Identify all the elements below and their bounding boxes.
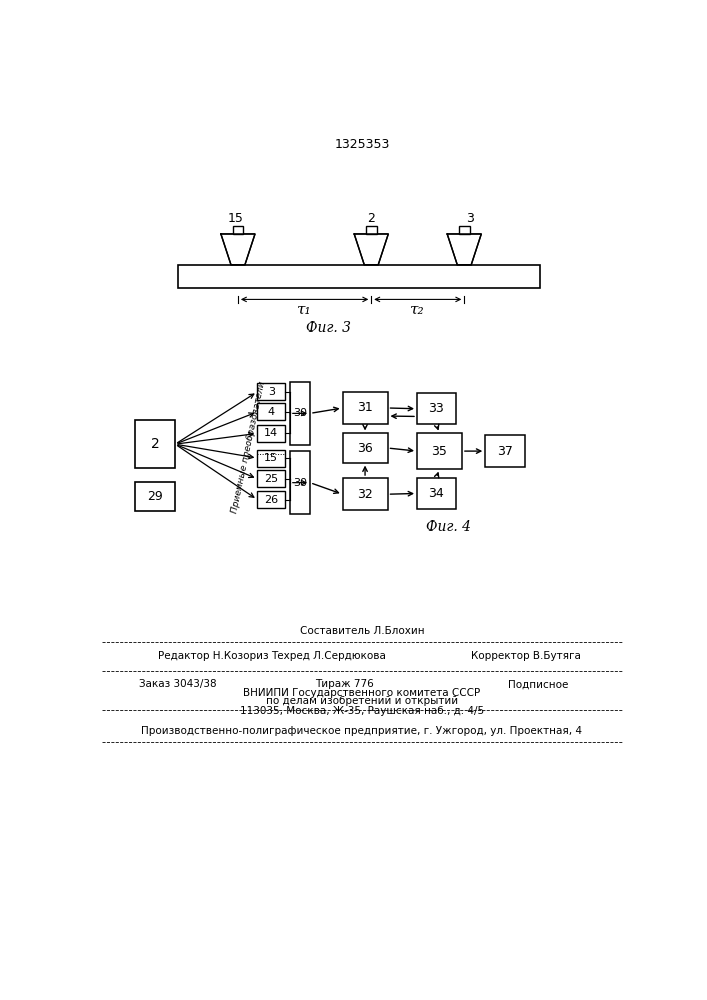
Text: Составитель Л.Блохин: Составитель Л.Блохин	[300, 626, 424, 636]
Bar	[459, 226, 469, 234]
Text: Приемные преобразователи: Приемные преобразователи	[230, 380, 267, 514]
Polygon shape	[448, 234, 481, 265]
Text: 34: 34	[428, 487, 444, 500]
Text: 14: 14	[264, 428, 279, 438]
Bar	[290, 451, 310, 514]
Bar	[417, 433, 462, 469]
Text: Производственно-полиграфическое предприятие, г. Ужгород, ул. Проектная, 4: Производственно-полиграфическое предприя…	[141, 726, 583, 736]
Text: 25: 25	[264, 474, 279, 484]
Text: по делам изобретений и открытий: по делам изобретений и открытий	[266, 696, 458, 706]
Text: 31: 31	[357, 401, 373, 414]
Text: 33: 33	[428, 402, 444, 415]
Polygon shape	[354, 234, 388, 265]
Text: 29: 29	[147, 490, 163, 503]
Bar	[343, 478, 387, 510]
Text: Редактор Н.Козориз: Редактор Н.Козориз	[158, 651, 269, 661]
Text: Подписное: Подписное	[508, 679, 568, 689]
Text: Тираж 776: Тираж 776	[315, 679, 373, 689]
Bar	[366, 226, 377, 234]
Bar	[257, 383, 285, 400]
Bar	[177, 265, 540, 288]
Bar	[135, 482, 175, 511]
Text: τ₂: τ₂	[411, 302, 425, 316]
Text: 4: 4	[268, 407, 275, 417]
Text: Корректор В.Бутяга: Корректор В.Бутяга	[472, 651, 581, 661]
Text: 35: 35	[431, 445, 448, 458]
Text: 3: 3	[268, 387, 275, 397]
Text: 26: 26	[264, 495, 279, 505]
Bar	[417, 478, 456, 509]
Text: 15: 15	[228, 212, 244, 225]
Text: 2: 2	[368, 212, 375, 225]
Bar	[257, 403, 285, 420]
Text: 113035, Москва, Ж-35, Раушская наб., д. 4/5: 113035, Москва, Ж-35, Раушская наб., д. …	[240, 706, 484, 716]
Bar	[343, 433, 387, 463]
Text: 1325353: 1325353	[334, 138, 390, 151]
Bar	[135, 420, 175, 468]
Bar	[257, 425, 285, 442]
Text: Фиг. 4: Фиг. 4	[426, 520, 472, 534]
Text: 32: 32	[357, 488, 373, 501]
Text: Заказ 3043/38: Заказ 3043/38	[139, 679, 216, 689]
Text: 36: 36	[357, 442, 373, 455]
Text: τ₁: τ₁	[297, 302, 312, 316]
Text: 3: 3	[467, 212, 474, 225]
Bar	[343, 392, 387, 424]
Text: 30: 30	[293, 478, 307, 488]
Bar	[485, 435, 525, 467]
Text: Техред Л.Сердюкова: Техред Л.Сердюкова	[271, 651, 386, 661]
Bar	[257, 450, 285, 466]
Text: 15: 15	[264, 453, 279, 463]
Bar	[257, 470, 285, 487]
Text: ВНИИПИ Государственного комитета СССР: ВНИИПИ Государственного комитета СССР	[243, 688, 481, 698]
Bar	[417, 393, 456, 424]
Bar	[290, 382, 310, 445]
Text: 2: 2	[151, 437, 159, 451]
Text: Фиг. 3: Фиг. 3	[306, 321, 351, 335]
Text: 37: 37	[498, 445, 513, 458]
Polygon shape	[221, 234, 255, 265]
Bar	[257, 491, 285, 508]
Bar	[233, 226, 243, 234]
Text: 30: 30	[293, 408, 307, 418]
Bar	[177, 265, 540, 288]
